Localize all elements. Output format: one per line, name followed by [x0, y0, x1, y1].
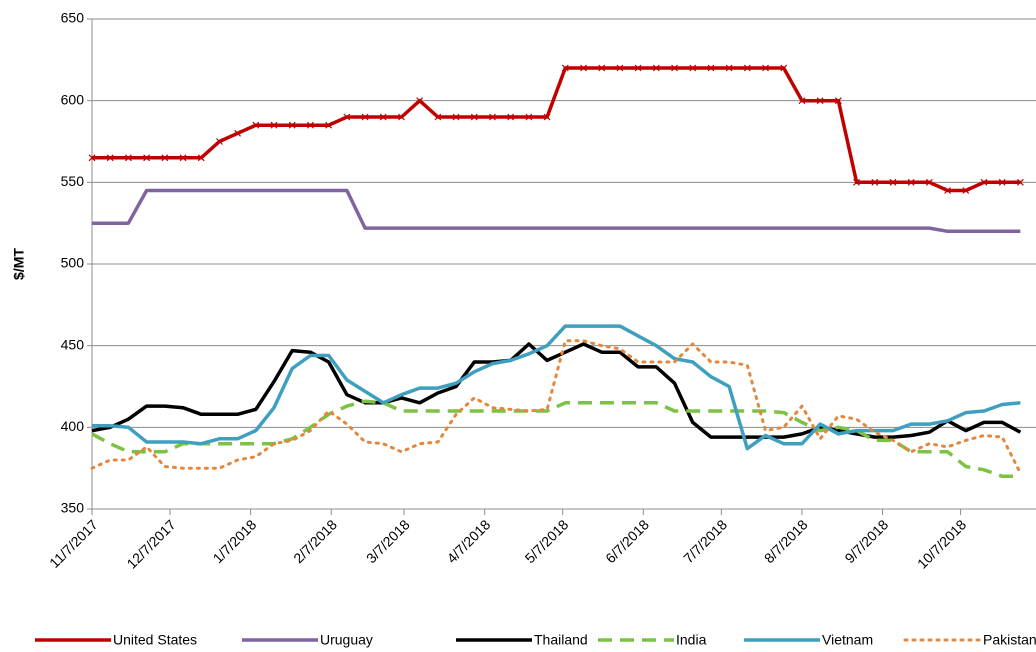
- marker: [343, 113, 351, 121]
- marker: [616, 64, 624, 72]
- legend-label: Uruguay: [320, 632, 373, 648]
- marker: [944, 187, 952, 194]
- marker: [853, 178, 860, 186]
- marker: [652, 64, 660, 72]
- marker: [543, 113, 551, 121]
- marker: [998, 178, 1006, 186]
- x-tick-label: 2/7/2018: [290, 516, 340, 566]
- marker: [270, 121, 278, 129]
- marker: [106, 154, 114, 162]
- series-line: [92, 324, 1021, 451]
- x-tick-label: 3/7/2018: [363, 516, 413, 566]
- marker: [525, 113, 533, 121]
- y-tick-label: 550: [61, 173, 85, 189]
- marker: [307, 121, 314, 129]
- x-tick-label: 1/7/2018: [210, 516, 260, 566]
- legend-label: United States: [113, 632, 197, 648]
- marker: [689, 64, 697, 72]
- marker: [889, 178, 897, 186]
- series-line: [91, 342, 1022, 439]
- x-tick-label: 7/7/2018: [680, 516, 730, 566]
- marker: [216, 138, 223, 145]
- marker: [980, 178, 988, 186]
- x-tick-label: 8/7/2018: [761, 516, 811, 566]
- marker: [288, 121, 296, 129]
- marker: [707, 64, 715, 72]
- x-tick-label: 5/7/2018: [522, 516, 572, 566]
- marker: [598, 64, 606, 72]
- marker: [379, 113, 387, 121]
- marker: [179, 154, 187, 162]
- marker: [143, 154, 151, 162]
- legend-label: Pakistan: [983, 632, 1036, 648]
- marker: [161, 154, 169, 162]
- x-tick-label: 9/7/2018: [841, 516, 891, 566]
- marker: [88, 154, 96, 162]
- marker: [470, 113, 478, 121]
- marker: [1016, 178, 1024, 186]
- marker: [361, 113, 369, 121]
- marker: [416, 97, 424, 105]
- legend-label: India: [676, 632, 707, 648]
- y-tick-label: 500: [61, 255, 85, 271]
- y-tick-label: 600: [61, 91, 85, 107]
- marker: [725, 64, 733, 72]
- legend-label: Thailand: [534, 632, 588, 648]
- marker: [798, 97, 806, 105]
- marker: [925, 178, 933, 186]
- y-axis-label: $/MT: [11, 248, 27, 280]
- marker: [252, 121, 260, 129]
- series-line: [92, 188, 1021, 234]
- y-tick-label: 400: [61, 418, 85, 434]
- x-tick-label: 10/7/2018: [914, 516, 970, 572]
- marker: [634, 64, 642, 72]
- marker: [507, 113, 515, 121]
- marker: [325, 121, 333, 129]
- y-tick-label: 450: [61, 336, 85, 352]
- marker: [580, 64, 587, 72]
- y-tick-label: 650: [61, 10, 85, 26]
- x-tick-label: 6/7/2018: [602, 516, 652, 566]
- series-line: [91, 399, 1021, 479]
- marker: [962, 187, 970, 194]
- marker: [834, 97, 842, 105]
- marker: [743, 64, 751, 72]
- marker: [489, 113, 496, 121]
- legend-label: Vietnam: [822, 632, 873, 648]
- marker: [907, 178, 915, 186]
- marker: [816, 97, 824, 105]
- series-line: [90, 339, 1022, 475]
- marker: [234, 129, 242, 137]
- marker: [561, 64, 569, 72]
- marker: [671, 64, 678, 72]
- marker: [780, 64, 788, 72]
- marker: [124, 154, 132, 162]
- x-tick-label: 11/7/2017: [46, 516, 101, 571]
- x-tick-label: 4/7/2018: [444, 516, 494, 566]
- x-tick-label: 12/7/2017: [123, 516, 179, 572]
- y-tick-label: 350: [61, 500, 85, 516]
- marker: [434, 113, 442, 121]
- marker: [452, 113, 460, 121]
- marker: [197, 154, 205, 162]
- marker: [398, 113, 405, 121]
- marker: [762, 64, 769, 72]
- marker: [871, 178, 879, 186]
- series-line: [92, 66, 1021, 193]
